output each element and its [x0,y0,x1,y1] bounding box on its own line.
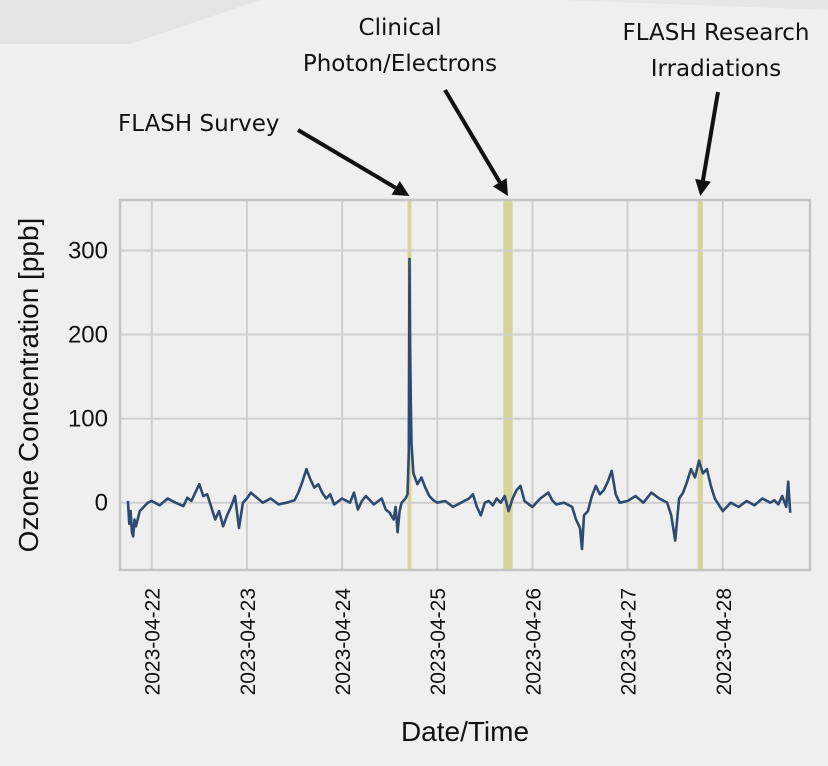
annotation-flash-research: FLASH Research Irradiations [604,15,828,87]
annotation-arrow-head-1 [492,178,508,196]
y-tick-3: 300 [68,237,108,264]
series-line-ozone [126,257,792,551]
y-tick-2: 200 [68,322,108,349]
y-axis-label: Ozone Concentration [ppb] [13,218,44,553]
annotation-arrow-shaft-0 [296,128,397,190]
x-tick-5: 2023-04-27 [618,588,641,695]
y-tick-labels: 0 100 200 300 [68,237,108,516]
annotation-arrow-head-0 [391,180,410,196]
plot-frame [118,198,812,572]
annotation-clinical-line2: Photon/Electrons [302,51,498,77]
x-tick-1: 2023-04-23 [237,588,260,695]
annotation-arrow-head-2 [695,178,711,196]
annotation-flash-research-line1: FLASH Research [622,20,810,46]
annotation-arrow-shaft-2 [701,91,720,181]
highlight-band-2 [697,200,703,570]
x-tick-4: 2023-04-26 [522,588,545,695]
highlight-band-1 [503,200,513,570]
x-tick-3: 2023-04-25 [427,588,450,695]
x-tick-2: 2023-04-24 [332,588,355,696]
gridlines [120,200,810,570]
y-tick-1: 100 [68,406,108,433]
annotation-clinical: Clinical Photon/Electrons [280,10,520,82]
annotation-arrows [296,88,720,196]
annotation-arrow-shaft-1 [443,88,502,184]
y-tick-0: 0 [95,490,108,517]
x-tick-6: 2023-04-28 [713,588,736,695]
annotation-flash-research-line2: Irradiations [650,56,782,82]
x-tick-0: 2023-04-22 [142,588,165,695]
annotation-clinical-line1: Clinical [358,15,442,41]
x-axis-label: Date/Time [401,716,529,747]
plot-area [120,200,810,570]
annotation-flash-survey: FLASH Survey [118,111,280,137]
x-tick-labels: 2023-04-22 2023-04-23 2023-04-24 2023-04-25… [142,588,736,696]
